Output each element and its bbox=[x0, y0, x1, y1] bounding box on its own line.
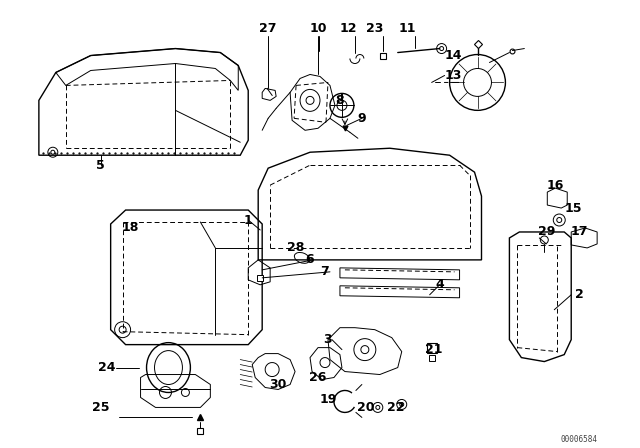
Text: 6: 6 bbox=[306, 254, 314, 267]
Text: 3: 3 bbox=[324, 333, 332, 346]
Text: 13: 13 bbox=[445, 69, 462, 82]
Text: 16: 16 bbox=[547, 179, 564, 192]
Text: 1: 1 bbox=[244, 214, 253, 227]
Circle shape bbox=[376, 405, 380, 409]
Text: 11: 11 bbox=[399, 22, 417, 35]
Text: 30: 30 bbox=[269, 378, 287, 391]
Text: 14: 14 bbox=[445, 49, 462, 62]
Text: 5: 5 bbox=[96, 159, 105, 172]
Text: 21: 21 bbox=[425, 343, 442, 356]
Text: 26: 26 bbox=[309, 371, 326, 384]
Text: 18: 18 bbox=[122, 221, 140, 234]
Text: 20: 20 bbox=[357, 401, 374, 414]
Text: 7: 7 bbox=[321, 265, 330, 278]
Text: 4: 4 bbox=[435, 278, 444, 291]
Text: 25: 25 bbox=[92, 401, 109, 414]
Text: 10: 10 bbox=[309, 22, 327, 35]
Text: 27: 27 bbox=[259, 22, 277, 35]
Text: 19: 19 bbox=[319, 393, 337, 406]
Text: 22: 22 bbox=[387, 401, 404, 414]
Text: 24: 24 bbox=[98, 361, 115, 374]
Text: 17: 17 bbox=[570, 225, 588, 238]
Text: 15: 15 bbox=[564, 202, 582, 215]
Text: 9: 9 bbox=[358, 112, 366, 125]
Text: 8: 8 bbox=[335, 94, 344, 107]
Text: 28: 28 bbox=[287, 241, 305, 254]
Text: 00006584: 00006584 bbox=[561, 435, 598, 444]
Text: 23: 23 bbox=[366, 22, 383, 35]
Circle shape bbox=[440, 47, 444, 51]
Text: 12: 12 bbox=[339, 22, 356, 35]
Text: 29: 29 bbox=[538, 225, 555, 238]
Text: 2: 2 bbox=[575, 288, 584, 301]
